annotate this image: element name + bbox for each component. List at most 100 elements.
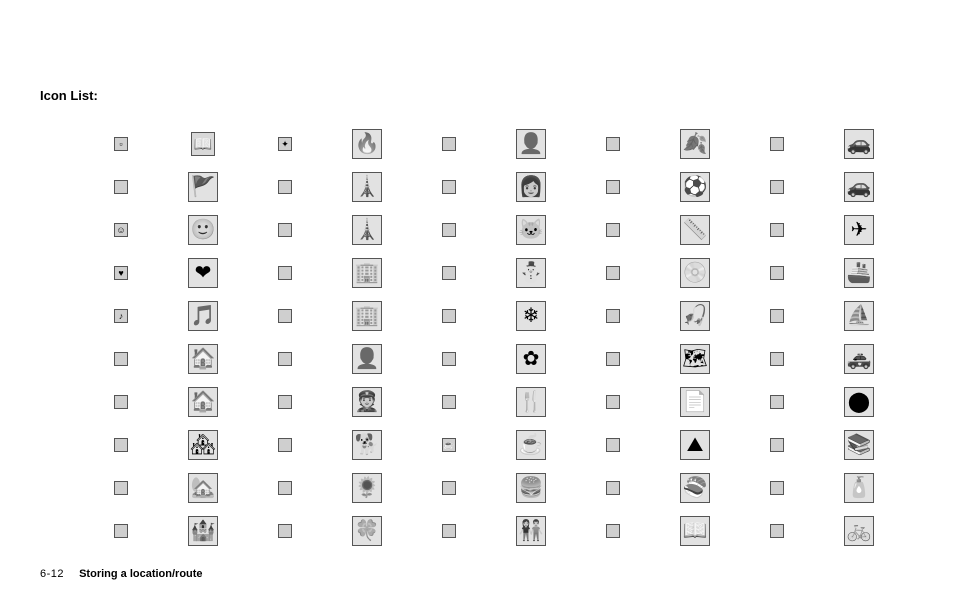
icon-cell (244, 514, 326, 548)
poi-glyph: 🚢 (847, 263, 872, 283)
icon-cell (244, 299, 326, 333)
poi-icon: ❄ (516, 301, 546, 331)
icon-cell: 🙂 (162, 213, 244, 247)
footer-title: Storing a location/route (79, 568, 202, 580)
icon-cell (80, 342, 162, 376)
poi-glyph: ☕ (443, 441, 454, 450)
poi-icon: 🙂 (188, 215, 218, 245)
icon-cell: ⛵ (818, 299, 900, 333)
poi-glyph: 🌻 (355, 478, 380, 498)
icon-cell: 🏡 (162, 471, 244, 505)
poi-icon: 📖 (191, 132, 215, 156)
icon-cell: 🚓 (818, 342, 900, 376)
poi-icon: ✈ (844, 215, 874, 245)
icon-cell: 🚗 (818, 127, 900, 161)
poi-icon: ☕ (516, 430, 546, 460)
poi-glyph: 🏰 (191, 521, 216, 541)
poi-icon: ✦ (278, 137, 292, 151)
icon-cell: ✈ (818, 213, 900, 247)
poi-glyph: ♥ (118, 269, 123, 278)
poi-icon (278, 438, 292, 452)
poi-icon (278, 352, 292, 366)
icon-cell: ⛄ (490, 256, 572, 290)
poi-icon: ❤ (188, 258, 218, 288)
poi-icon (606, 137, 620, 151)
poi-icon: 🗼 (352, 215, 382, 245)
poi-icon: ⛄ (516, 258, 546, 288)
poi-icon: ♥ (114, 266, 128, 280)
poi-icon (278, 481, 292, 495)
poi-icon (606, 481, 620, 495)
poi-glyph: 🚗 (847, 134, 872, 154)
poi-glyph: ❄ (523, 306, 540, 326)
poi-glyph: 🔥 (355, 134, 380, 154)
icon-cell: 👩 (490, 170, 572, 204)
poi-icon: 🍔 (516, 473, 546, 503)
poi-icon (770, 395, 784, 409)
poi-icon: 📏 (680, 215, 710, 245)
icon-cell: ⬤ (818, 385, 900, 419)
icon-cell: 🎣 (654, 299, 736, 333)
poi-icon: 🍂 (680, 129, 710, 159)
poi-icon (770, 481, 784, 495)
poi-glyph: 🍣 (683, 478, 708, 498)
icon-cell (408, 213, 490, 247)
poi-icon: 🌻 (352, 473, 382, 503)
poi-icon (114, 352, 128, 366)
poi-glyph: ⬤ (848, 392, 870, 412)
icon-cell (244, 213, 326, 247)
icon-cell: 🍂 (654, 127, 736, 161)
icon-cell (572, 213, 654, 247)
icon-cell: 🏘 (162, 428, 244, 462)
icon-row: ♥ ❤ 🏢 ⛄ 💿 🚢 (80, 256, 900, 290)
poi-icon (442, 395, 456, 409)
icon-row: ☺🙂🗼🐱📏✈ (80, 213, 900, 247)
page-number: 6-12 (40, 568, 64, 580)
poi-icon: 🏘 (188, 430, 218, 460)
poi-glyph: 🍀 (355, 521, 380, 541)
poi-glyph: 🏘 (190, 435, 215, 455)
icon-cell (80, 428, 162, 462)
icon-cell (408, 170, 490, 204)
poi-icon: ☕ (442, 438, 456, 452)
poi-icon (606, 266, 620, 280)
poi-icon: ▫ (114, 137, 128, 151)
icon-cell (244, 428, 326, 462)
poi-glyph: 🍔 (519, 478, 544, 498)
poi-glyph: 🚗 (847, 177, 872, 197)
poi-icon: 🏡 (188, 473, 218, 503)
poi-glyph: 🗼 (355, 220, 380, 240)
icon-cell: 📖 (162, 127, 244, 161)
icon-cell (572, 170, 654, 204)
icon-cell (80, 471, 162, 505)
poi-icon: ✿ (516, 344, 546, 374)
icon-cell (408, 299, 490, 333)
icon-cell: ♥ (80, 256, 162, 290)
poi-icon: 💿 (680, 258, 710, 288)
poi-icon (770, 180, 784, 194)
icon-cell: 📄 (654, 385, 736, 419)
icon-cell (244, 256, 326, 290)
poi-icon: 📄 (680, 387, 710, 417)
poi-icon: 🏢 (352, 258, 382, 288)
icon-cell: 🚲 (818, 514, 900, 548)
poi-icon (278, 180, 292, 194)
poi-icon: 🏢 (352, 301, 382, 331)
poi-icon: ⚽ (680, 172, 710, 202)
icon-cell: 🏰 (162, 514, 244, 548)
poi-icon: 👮 (352, 387, 382, 417)
poi-icon (442, 266, 456, 280)
icon-cell: 🏠 (162, 342, 244, 376)
poi-icon (770, 524, 784, 538)
poi-glyph: 🏢 (355, 306, 380, 326)
poi-glyph: 🚲 (847, 521, 872, 541)
poi-icon: 🚢 (844, 258, 874, 288)
poi-icon (770, 266, 784, 280)
poi-glyph: 🗺 (682, 349, 707, 369)
icon-cell (572, 127, 654, 161)
icon-cell (736, 213, 818, 247)
icon-cell (408, 471, 490, 505)
poi-icon (114, 180, 128, 194)
poi-icon: 👤 (352, 344, 382, 374)
icon-list-heading: Icon List: (40, 88, 894, 103)
